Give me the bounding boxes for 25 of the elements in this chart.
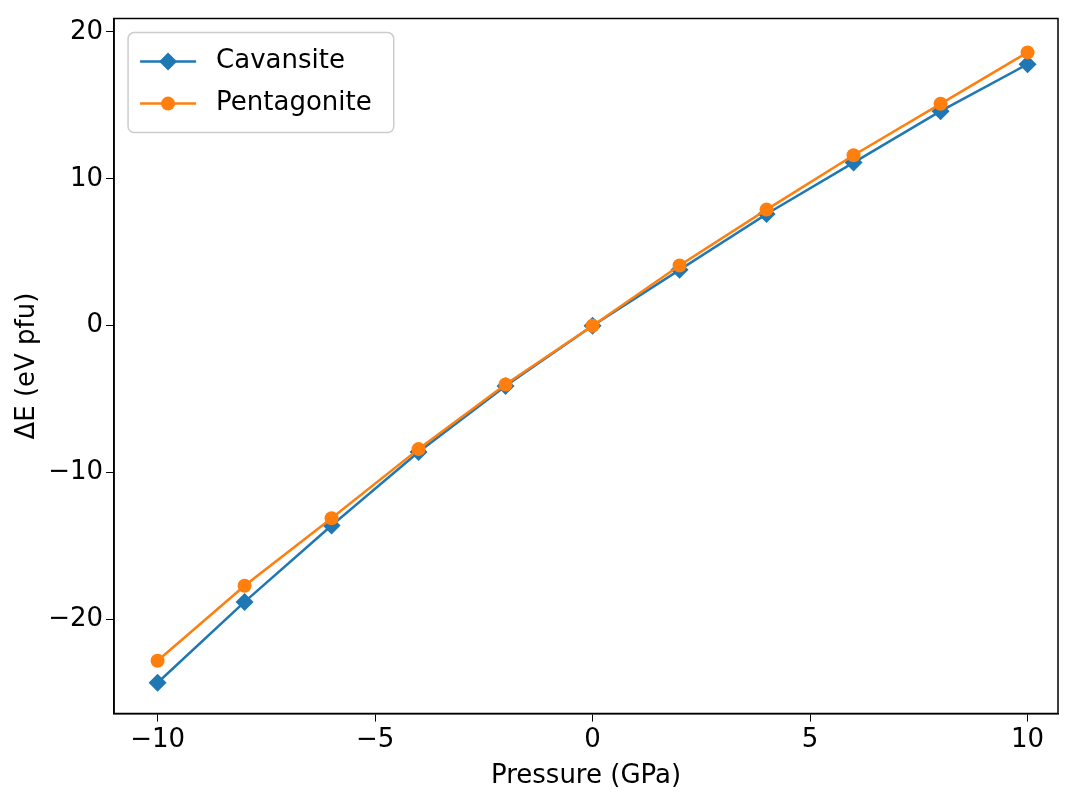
x-axis-title: Pressure (GPa) (490, 759, 682, 790)
y-axis-title: ΔE (eV pfu) (10, 292, 41, 440)
point (237, 578, 252, 593)
point (1020, 45, 1035, 60)
point (324, 511, 339, 526)
y-tick-label: −20 (48, 602, 104, 633)
y-tick-label: 10 (69, 161, 104, 192)
point (150, 653, 165, 668)
point (411, 442, 426, 457)
y-tick-label: −10 (48, 455, 104, 486)
legend-label: Pentagonite (216, 86, 372, 117)
y-tick-label: 0 (86, 308, 104, 339)
x-tick-label: −10 (130, 722, 186, 753)
point (846, 148, 861, 163)
point (672, 258, 687, 273)
point (148, 673, 167, 692)
point (759, 202, 774, 217)
x-tick-label: 5 (801, 722, 819, 753)
point (933, 96, 948, 111)
y-tick-label: 20 (69, 14, 104, 45)
x-tick-label: 0 (584, 722, 601, 753)
x-tick-label: −5 (355, 722, 395, 753)
x-tick-label: 10 (1011, 722, 1045, 753)
legend-label: Cavansite (216, 44, 345, 75)
point (235, 592, 254, 611)
